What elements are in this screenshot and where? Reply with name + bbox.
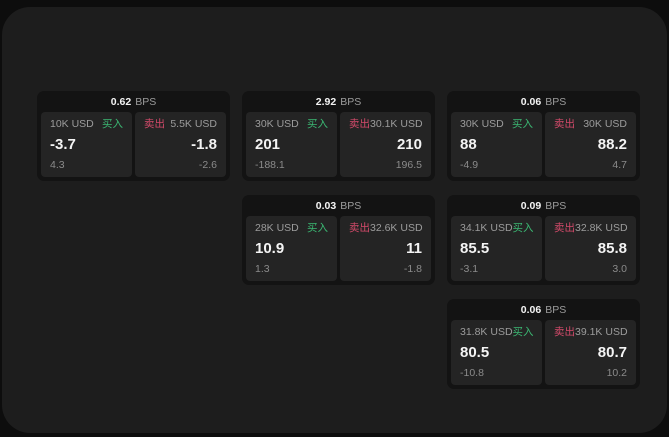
sell-price: 80.7 (597, 344, 627, 361)
sell-sub-value: 4.7 (612, 158, 627, 171)
bps-header: 2.92 BPS (246, 91, 431, 112)
quote-card: 2.92 BPS 30K USD 买入 201 -188.1 卖出 30.1K … (242, 91, 435, 181)
bps-header: 0.09 BPS (451, 195, 636, 216)
sell-sub-value: 196.5 (395, 158, 422, 171)
buy-price: 201 (255, 136, 281, 153)
buy-price: 80.5 (460, 344, 490, 361)
sell-sub-value: -1.8 (403, 262, 422, 275)
sell-tag: 卖出 (554, 222, 575, 234)
quote-card: 0.09 BPS 34.1K USD 买入 85.5 -3.1 卖出 32.8K… (447, 195, 640, 285)
sell-amount: 32.6K USD (370, 222, 423, 234)
sell-price: -1.8 (191, 136, 217, 153)
buy-panel[interactable]: 30K USD 买入 88 -4.9 (451, 112, 542, 177)
bps-unit-label: BPS (340, 95, 362, 108)
sell-tag: 卖出 (349, 222, 370, 234)
buy-sub-value: 1.3 (255, 262, 270, 275)
buy-panel[interactable]: 34.1K USD 买入 85.5 -3.1 (451, 216, 542, 281)
buy-price: 85.5 (460, 240, 490, 257)
sell-price: 88.2 (597, 136, 627, 153)
sell-panel[interactable]: 卖出 30.1K USD 210 196.5 (340, 112, 431, 177)
buy-panel[interactable]: 31.8K USD 买入 80.5 -10.8 (451, 320, 542, 385)
buy-panel[interactable]: 30K USD 买入 201 -188.1 (246, 112, 337, 177)
bps-header: 0.06 BPS (451, 91, 636, 112)
buy-tag: 买入 (307, 222, 328, 234)
bps-value: 2.92 (315, 95, 337, 108)
bps-value: 0.62 (110, 95, 132, 108)
buy-price: 10.9 (255, 240, 285, 257)
quote-card: 0.06 BPS 31.8K USD 买入 80.5 -10.8 卖出 39.1… (447, 299, 640, 389)
sell-panel[interactable]: 卖出 5.5K USD -1.8 -2.6 (135, 112, 226, 177)
buy-sub-value: -188.1 (255, 158, 285, 171)
buy-amount: 34.1K USD (460, 222, 513, 234)
buy-amount: 31.8K USD (460, 326, 513, 338)
sell-panel[interactable]: 卖出 32.6K USD 11 -1.8 (340, 216, 431, 281)
bps-unit-label: BPS (545, 95, 567, 108)
quote-card: 0.62 BPS 10K USD 买入 -3.7 4.3 卖出 5.5K USD (37, 91, 230, 181)
buy-panel[interactable]: 10K USD 买入 -3.7 4.3 (41, 112, 132, 177)
bps-unit-label: BPS (545, 199, 567, 212)
bps-header: 0.03 BPS (246, 195, 431, 216)
bps-unit-label: BPS (135, 95, 157, 108)
sell-tag: 卖出 (349, 118, 370, 130)
buy-sub-value: 4.3 (50, 158, 65, 171)
bps-value: 0.06 (520, 95, 542, 108)
bps-unit-label: BPS (545, 303, 567, 316)
buy-sub-value: -4.9 (460, 158, 479, 171)
sell-amount: 5.5K USD (170, 118, 217, 130)
sell-amount: 30K USD (583, 118, 627, 130)
sell-price: 85.8 (597, 240, 627, 257)
bps-header: 0.06 BPS (451, 299, 636, 320)
buy-amount: 28K USD (255, 222, 299, 234)
sell-panel[interactable]: 卖出 30K USD 88.2 4.7 (545, 112, 636, 177)
buy-sub-value: -3.1 (460, 262, 479, 275)
sell-tag: 卖出 (144, 118, 165, 130)
buy-tag: 买入 (512, 118, 533, 130)
sell-price: 210 (396, 136, 422, 153)
app-background: 0.62 BPS 10K USD 买入 -3.7 4.3 卖出 5.5K USD (2, 7, 667, 433)
sell-price: 11 (406, 240, 422, 257)
buy-price: -3.7 (50, 136, 76, 153)
sell-sub-value: -2.6 (198, 158, 217, 171)
buy-amount: 10K USD (50, 118, 94, 130)
sell-panel[interactable]: 卖出 39.1K USD 80.7 10.2 (545, 320, 636, 385)
quote-card: 0.03 BPS 28K USD 买入 10.9 1.3 卖出 32.6K US… (242, 195, 435, 285)
bps-value: 0.06 (520, 303, 542, 316)
sell-sub-value: 3.0 (612, 262, 627, 275)
quote-cards-grid: 0.62 BPS 10K USD 买入 -3.7 4.3 卖出 5.5K USD (37, 91, 640, 389)
buy-sub-value: -10.8 (460, 366, 484, 379)
buy-amount: 30K USD (460, 118, 504, 130)
buy-tag: 买入 (512, 222, 534, 234)
sell-tag: 卖出 (554, 118, 575, 130)
sell-panel[interactable]: 卖出 32.8K USD 85.8 3.0 (545, 216, 636, 281)
bps-header: 0.62 BPS (41, 91, 226, 112)
sell-amount: 39.1K USD (575, 326, 628, 338)
sell-amount: 32.8K USD (575, 222, 628, 234)
sell-sub-value: 10.2 (606, 366, 627, 379)
buy-price: 88 (460, 136, 477, 153)
bps-value: 0.09 (520, 199, 542, 212)
bps-unit-label: BPS (340, 199, 362, 212)
buy-tag: 买入 (512, 326, 534, 338)
bps-value: 0.03 (315, 199, 337, 212)
buy-amount: 30K USD (255, 118, 299, 130)
sell-amount: 30.1K USD (370, 118, 423, 130)
sell-tag: 卖出 (554, 326, 575, 338)
quote-card: 0.06 BPS 30K USD 买入 88 -4.9 卖出 30K USD (447, 91, 640, 181)
buy-panel[interactable]: 28K USD 买入 10.9 1.3 (246, 216, 337, 281)
buy-tag: 买入 (102, 118, 123, 130)
buy-tag: 买入 (307, 118, 328, 130)
